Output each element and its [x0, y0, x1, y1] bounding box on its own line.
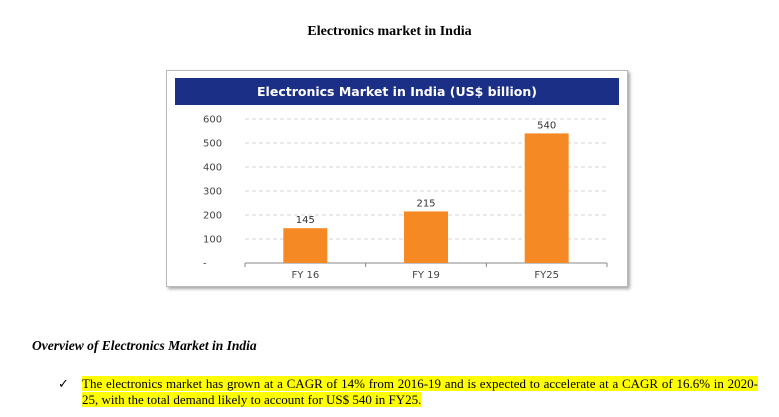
- data-label: 215: [416, 198, 435, 209]
- bar: [283, 228, 328, 263]
- checkmark-icon: ✓: [58, 376, 69, 391]
- y-tick-label: 200: [203, 211, 222, 222]
- section-heading: Overview of Electronics Market in India: [32, 338, 257, 353]
- y-tick-label: -: [203, 259, 207, 270]
- y-tick-label: 400: [203, 163, 222, 174]
- chart-title: Electronics Market in India (US$ billion…: [175, 78, 619, 105]
- bar: [524, 133, 569, 263]
- bullet-paragraph: The electronics market has grown at a CA…: [82, 376, 758, 408]
- y-tick-label: 500: [203, 139, 222, 150]
- data-label: 145: [296, 215, 315, 226]
- page-title: Electronics market in India: [307, 24, 472, 39]
- bar: [404, 211, 448, 263]
- bar-chart: - 100 200 300 400 500 600 145 FY 16 215 FY 19 540 FY…: [203, 115, 608, 281]
- data-label: 540: [537, 120, 556, 131]
- x-tick-label: FY 19: [412, 270, 440, 281]
- x-tick-label: FY 16: [291, 270, 319, 281]
- chart-figure: Electronics Market in India (US$ billion…: [166, 70, 628, 287]
- y-tick-label: 600: [203, 115, 222, 126]
- y-tick-label: 100: [203, 235, 222, 246]
- highlighted-text: The electronics market has grown at a CA…: [82, 376, 758, 407]
- y-tick-label: 300: [203, 187, 222, 198]
- x-tick-label: FY25: [534, 270, 559, 281]
